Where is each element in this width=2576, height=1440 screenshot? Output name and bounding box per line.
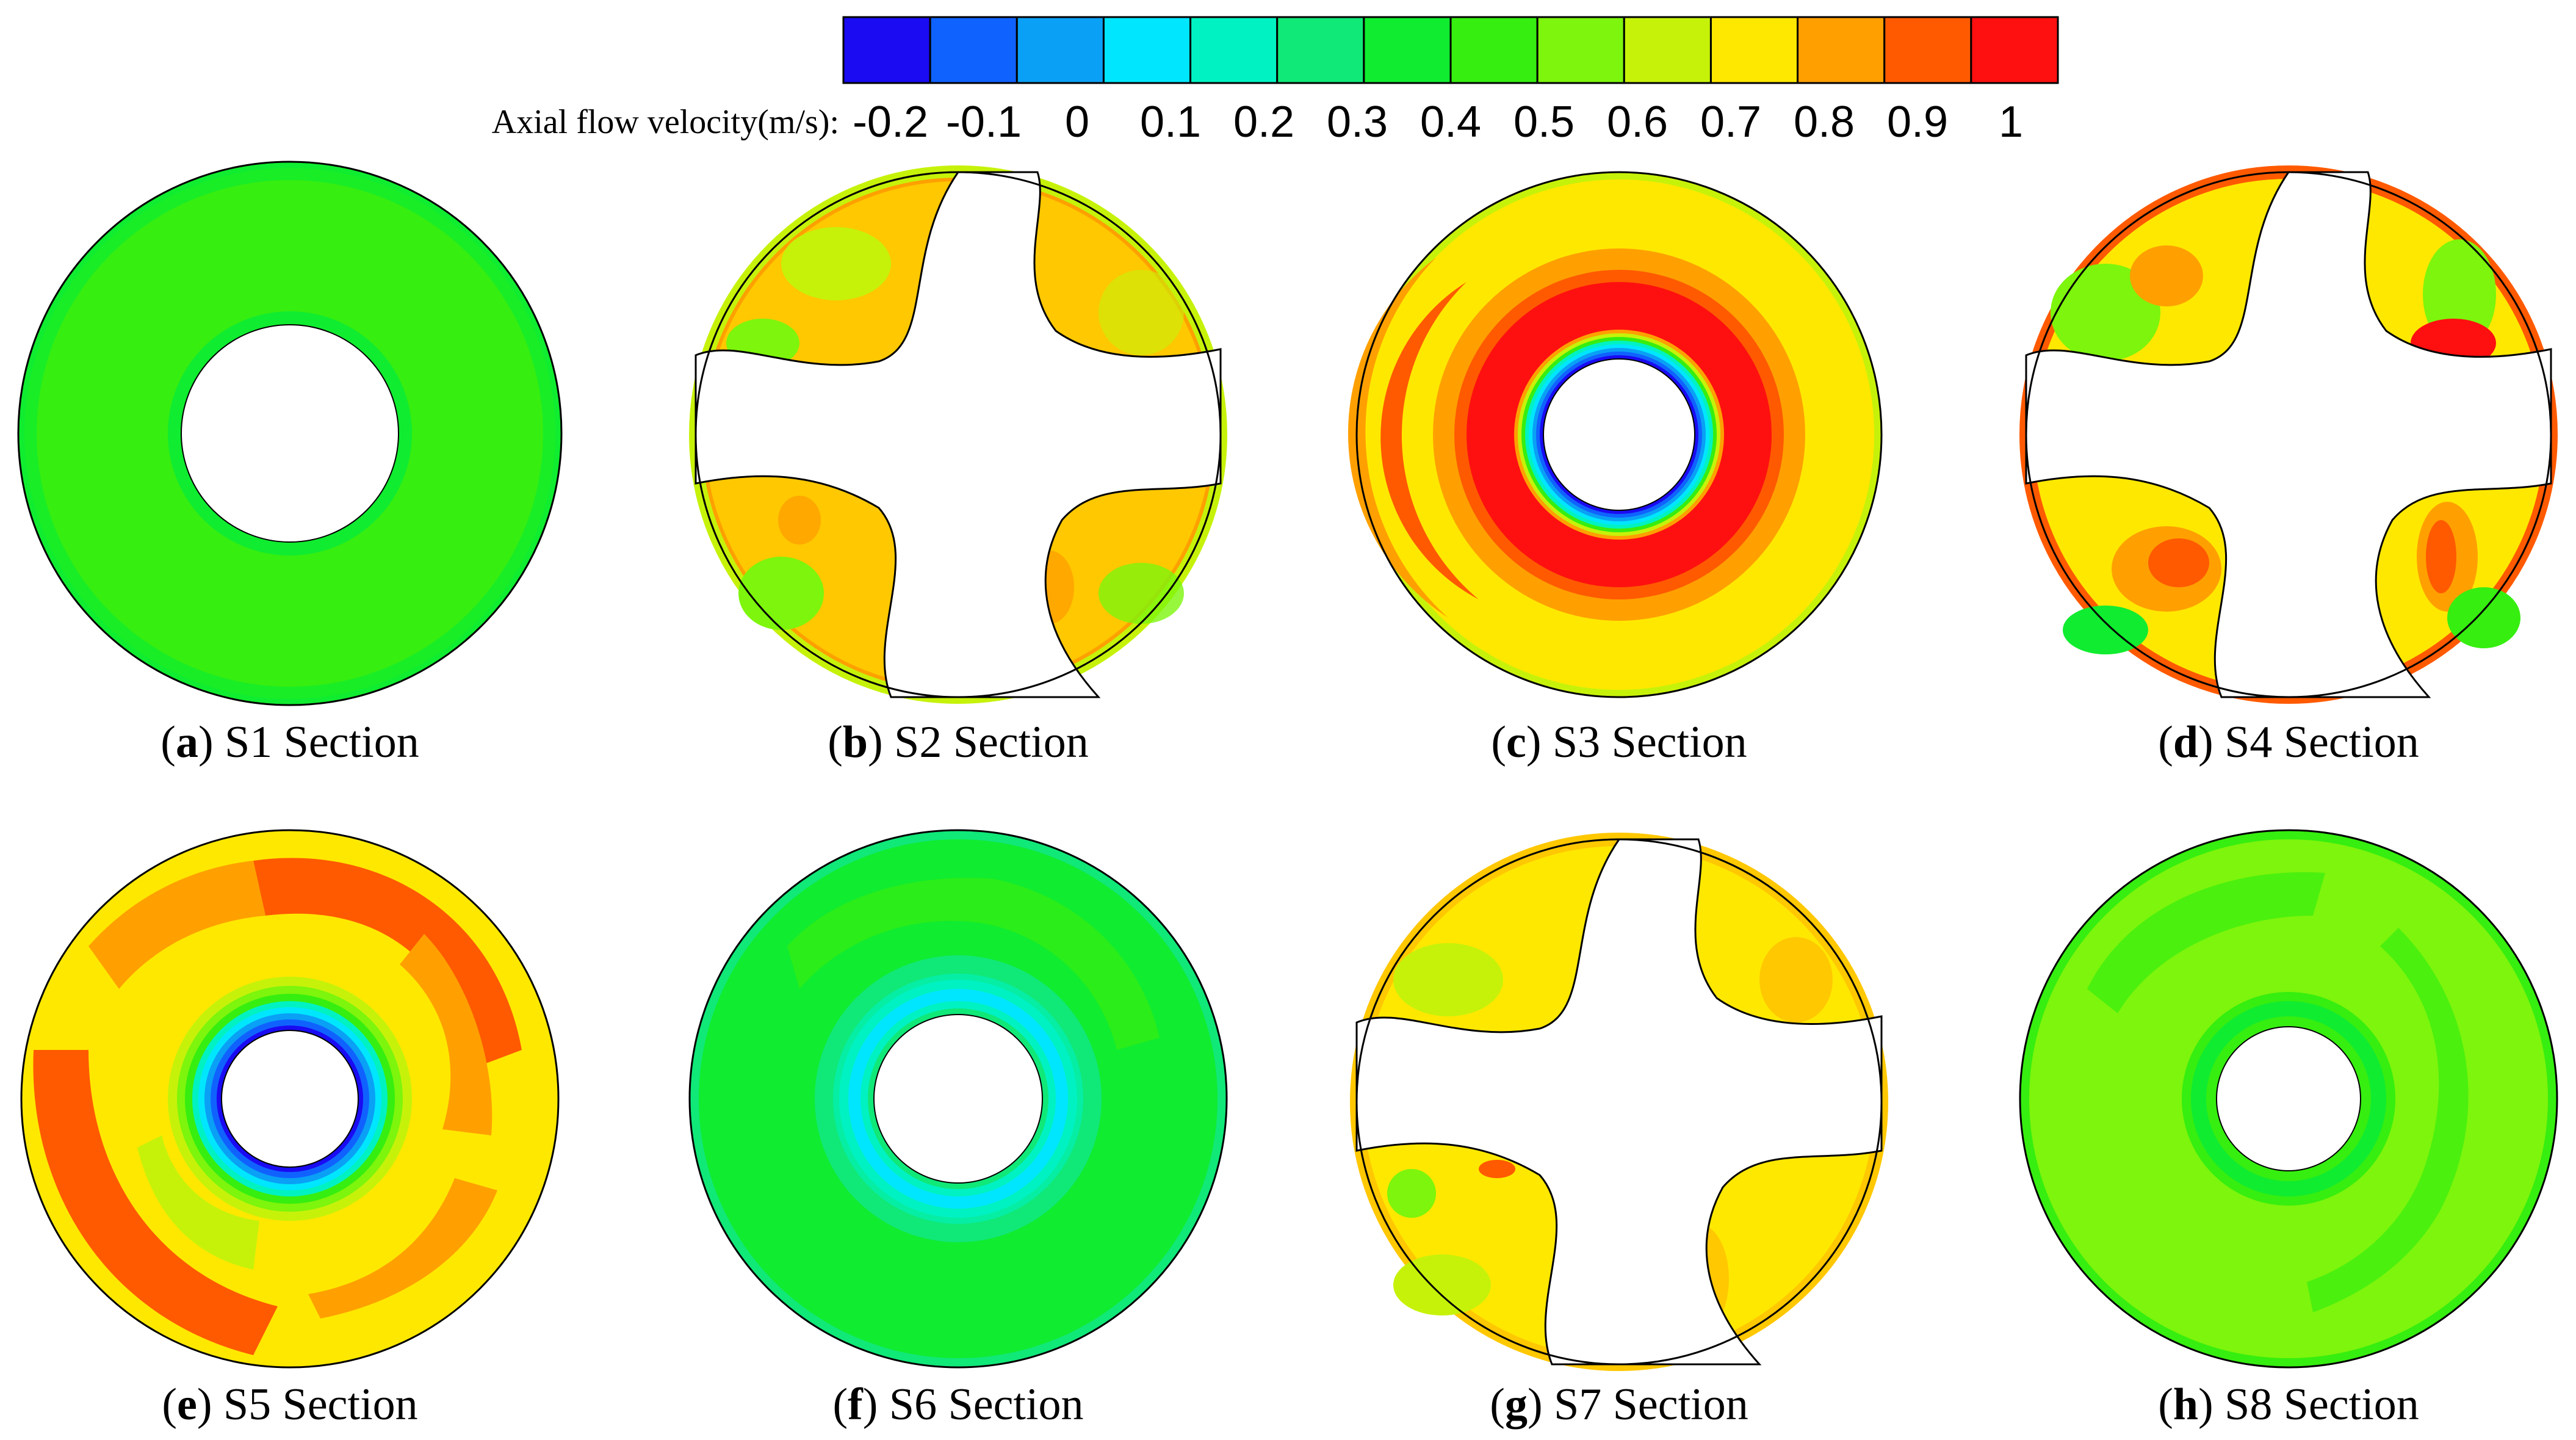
legend-swatch — [1276, 16, 1365, 84]
contour-plot — [2019, 829, 2558, 1369]
caption-label: S7 Section — [1554, 1380, 1748, 1430]
caption-label: S4 Section — [2224, 717, 2419, 767]
legend-tick-label: 0.3 — [1327, 98, 1388, 147]
caption-letter: g — [1505, 1380, 1528, 1430]
caption-label: S3 Section — [1553, 717, 1747, 767]
caption-letter: f — [848, 1380, 864, 1430]
caption-letter: d — [2173, 717, 2198, 767]
caption-label: S8 Section — [2224, 1380, 2419, 1430]
contour-plot — [689, 165, 1227, 704]
caption-b: (b) S2 Section — [828, 717, 1089, 767]
contour-plot — [1348, 171, 1883, 698]
caption-h: (h) S8 Section — [2158, 1380, 2419, 1430]
legend-tick-label: 0.8 — [1794, 98, 1855, 147]
caption-d: (d) S4 Section — [2158, 717, 2419, 767]
legend-tick-label: 0.5 — [1513, 98, 1575, 147]
legend-swatch — [1970, 16, 2059, 84]
caption-label: S1 Section — [225, 717, 419, 767]
legend-tick-label: 0.2 — [1233, 98, 1294, 147]
legend-tick-label: 0.6 — [1607, 98, 1668, 147]
legend-tick-labels: -0.2 -0.1 0 0.1 0.2 0.3 0.4 0.5 0.6 0.7 … — [853, 98, 2023, 147]
legend-swatch — [1709, 16, 1799, 84]
caption-letter: a — [176, 717, 198, 767]
legend-tick-label: 1 — [1999, 98, 2023, 147]
panel-c-s3-section — [1348, 171, 1883, 698]
legend-swatch — [1102, 16, 1192, 84]
legend-swatch — [1189, 16, 1279, 84]
contour-plot — [17, 161, 563, 706]
contour-plot — [688, 829, 1228, 1369]
caption-label: S2 Section — [894, 717, 1089, 767]
panel-h-s8-section — [2019, 829, 2558, 1369]
panel-e-s5-section — [20, 829, 560, 1369]
legend-swatches — [842, 16, 2059, 84]
caption-letter: c — [1506, 717, 1526, 767]
panel-a-s1-section — [17, 161, 563, 706]
legend-tick-label: -0.1 — [946, 98, 1022, 147]
legend-swatch — [929, 16, 1018, 84]
caption-c: (c) S3 Section — [1491, 717, 1747, 767]
panel-b-s2-section — [689, 165, 1227, 704]
contour-plot — [1350, 833, 1888, 1371]
contour-plot — [20, 829, 560, 1369]
caption-letter: e — [177, 1380, 197, 1430]
legend-tick-label: 0.7 — [1700, 98, 1761, 147]
legend-swatch — [1883, 16, 1972, 84]
legend-title: Axial flow velocity(m/s): — [492, 103, 839, 141]
contour-plot — [2019, 165, 2558, 704]
caption-f: (f) S6 Section — [832, 1380, 1083, 1430]
legend-swatch — [1449, 16, 1539, 84]
legend-swatch — [1797, 16, 1886, 84]
legend-swatch — [1536, 16, 1625, 84]
panel-d-s4-section — [2019, 165, 2558, 704]
caption-label: S6 Section — [889, 1380, 1084, 1430]
legend-tick-label: 0 — [1065, 98, 1089, 147]
legend-tick-label: 0.9 — [1887, 98, 1948, 147]
color-legend: Axial flow velocity(m/s): -0.2 -0.1 0 0.… — [492, 16, 2059, 147]
legend-tick-label: -0.2 — [853, 98, 928, 147]
legend-swatch — [842, 16, 931, 84]
legend-swatch — [1623, 16, 1712, 84]
panel-g-s7-section — [1350, 833, 1888, 1371]
caption-letter: b — [843, 717, 868, 767]
caption-letter: h — [2173, 1380, 2198, 1430]
legend-swatch — [1363, 16, 1452, 84]
caption-e: (e) S5 Section — [162, 1380, 417, 1430]
caption-a: (a) S1 Section — [161, 717, 419, 767]
caption-g: (g) S7 Section — [1490, 1380, 1748, 1430]
caption-label: S5 Section — [223, 1380, 418, 1430]
panel-f-s6-section — [688, 829, 1228, 1369]
legend-swatch — [1016, 16, 1105, 84]
panel-captions: (a) S1 Section (b) S2 Section (c) S3 Sec… — [161, 717, 2419, 1430]
legend-tick-label: 0.4 — [1420, 98, 1481, 147]
legend-tick-label: 0.1 — [1140, 98, 1201, 147]
